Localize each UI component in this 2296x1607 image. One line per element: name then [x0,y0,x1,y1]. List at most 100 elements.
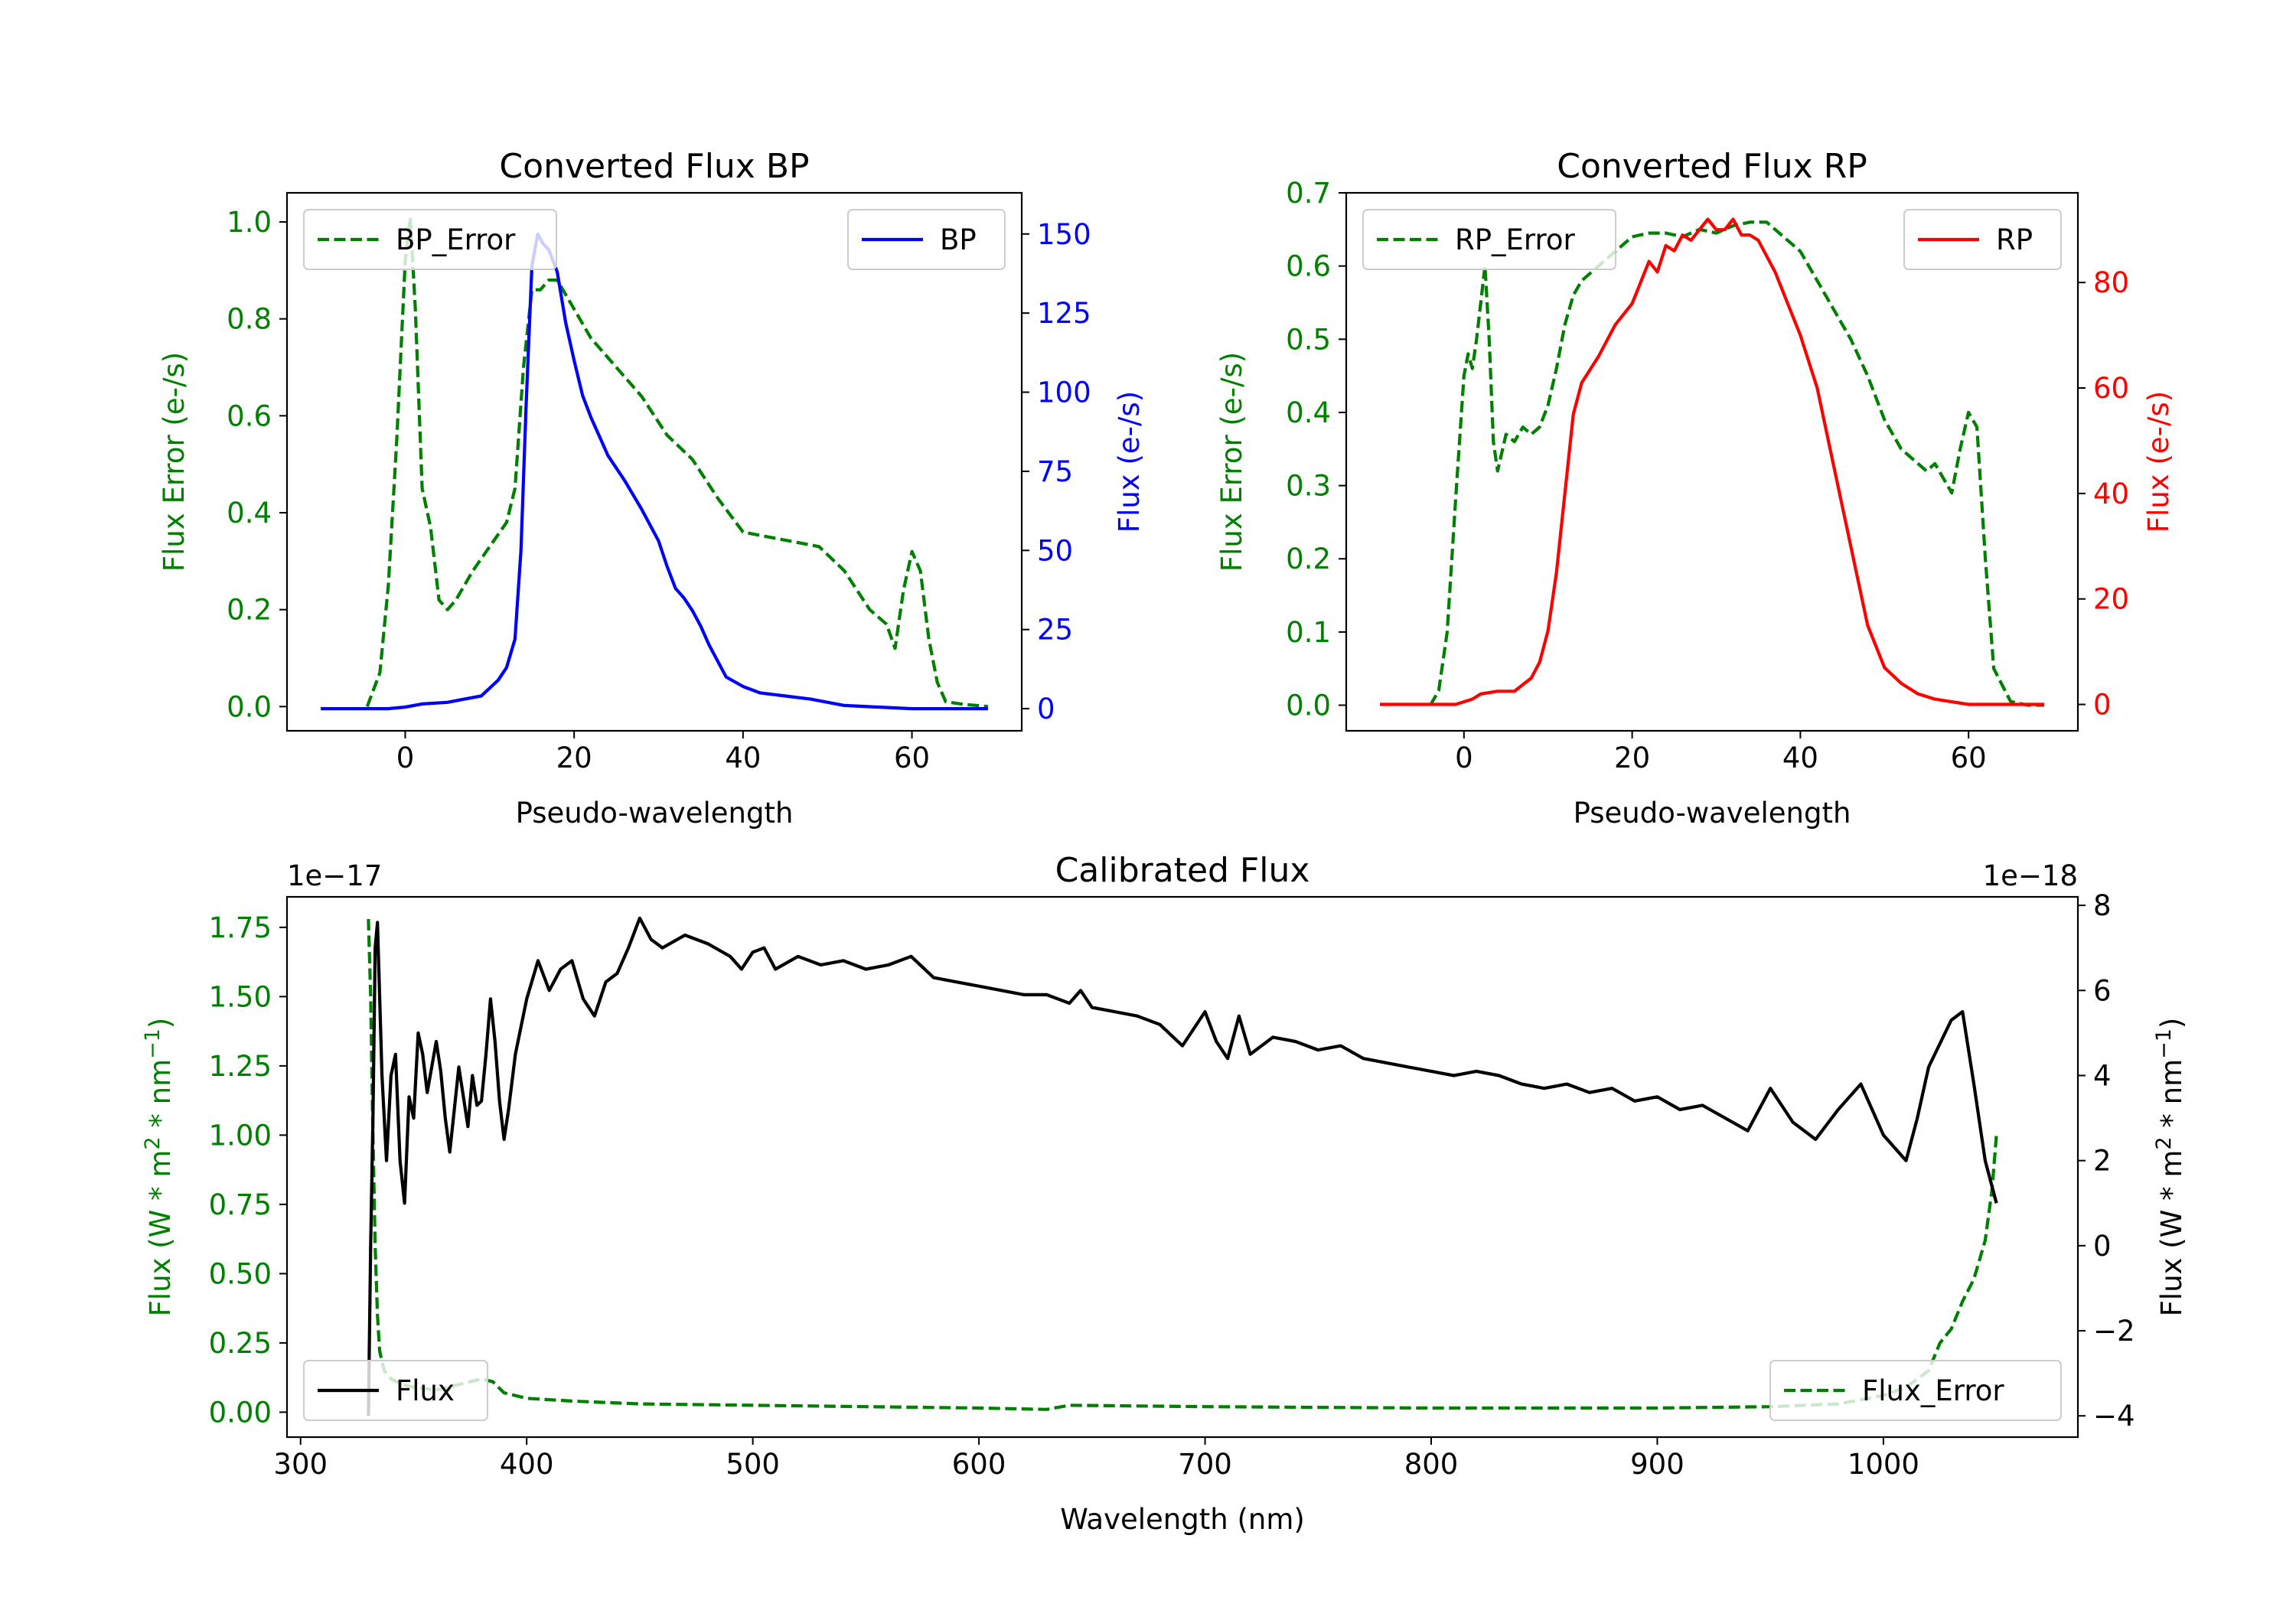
y-left-tick-label: 0.4 [1286,396,1331,429]
x-tick-label: 40 [1782,742,1818,774]
x-tick-label: 300 [273,1448,328,1481]
y-right-tick-label: 40 [2093,478,2129,510]
y-left-tick-label: 1.0 [227,206,272,239]
y-left-tick-label: 1.25 [209,1050,272,1083]
y-left-tick-label: 0.8 [227,303,272,336]
series-line-flux-error [367,918,1998,1411]
x-tick-label: 600 [952,1448,1006,1481]
chart-title: Calibrated Flux [1055,851,1310,890]
y-left-tick-label: 0.6 [227,399,272,432]
chart-title: Converted Flux RP [1557,147,1867,186]
chart-panel-1: 0 20 40 60 0.0 0.2 0.4 0.6 0.8 1.0 0 25 50 75 100 125 15… [158,147,1146,830]
y-right-tick-label: 6 [2093,974,2112,1007]
x-tick-label: 800 [1404,1448,1459,1481]
y-right-axis-label: Flux (e-/s) [2142,391,2175,533]
series-line-rp-error [1429,220,2044,707]
legend-box [303,1360,488,1421]
legend-label: Flux_Error [1862,1374,2004,1407]
y-left-tick-label: 0.25 [209,1327,272,1360]
x-axis-label: Pseudo-wavelength [516,797,794,830]
x-tick-label: 0 [1455,742,1473,774]
x-axis-label: Pseudo-wavelength [1574,797,1851,830]
y-right-tick-label: 150 [1037,218,1091,251]
y-left-axis-label: Flux Error (e-/s) [1215,352,1248,572]
legend-label: RP [1996,223,2033,256]
x-tick-label: 900 [1630,1448,1684,1481]
legend-left: RP_Error [1362,209,1616,270]
y-right-tick-label: −4 [2093,1400,2135,1433]
series-line-bp-error [365,215,989,709]
legend-label: Flux [396,1374,455,1407]
legend-right: RP [1903,209,2062,270]
legend-right: Flux_Error [1769,1360,2062,1421]
y-left-tick-label: 0.1 [1286,616,1331,649]
chart-panel-3: 300 400 500 600 700 800 900 1000 0.00 0.25 0.50 0.7… [141,851,2188,1536]
y-right-tick-label: 0 [2093,689,2112,722]
y-left-tick-label: 0.7 [1286,177,1331,210]
series-line-flux [367,916,1998,1416]
y-left-tick-label: 0.2 [1286,543,1331,575]
y-left-axis-label: Flux Error (e-/s) [158,352,191,572]
x-tick-label: 400 [500,1448,554,1481]
y-left-tick-label: 0.00 [209,1396,272,1429]
x-tick-label: 1000 [1848,1448,1919,1481]
x-tick-label: 20 [556,742,592,774]
y-right-tick-label: −2 [2093,1315,2135,1348]
y-left-offset-label: 1e−17 [287,859,382,892]
y-right-tick-label: 25 [1037,614,1073,647]
y-left-axis-label: Flux (W * m2 * nm−1) [141,1018,177,1317]
y-left-tick-label: 0.3 [1286,470,1331,503]
y-right-tick-label: 50 [1037,534,1073,567]
x-tick-label: 700 [1178,1448,1232,1481]
legend-left: BP_Error [303,209,557,270]
y-right-tick-label: 80 [2093,266,2129,299]
y-right-tick-label: 8 [2093,889,2112,922]
y-left-tick-label: 1.50 [209,980,272,1013]
chart-panel-2: 0 20 40 60 0.0 0.1 0.2 0.3 0.4 0.5 0.6 0.7 0 20 40 60 80… [1215,147,2175,830]
y-right-tick-label: 4 [2093,1059,2112,1092]
y-right-tick-label: 125 [1037,297,1091,330]
y-right-tick-label: 2 [2093,1145,2112,1178]
y-left-tick-label: 0.6 [1286,250,1331,283]
y-left-tick-label: 1.00 [209,1119,272,1152]
x-tick-label: 60 [1951,742,1987,774]
x-axis-label: Wavelength (nm) [1060,1503,1305,1536]
series-line-rp [1380,217,2044,706]
y-right-tick-label: 20 [2093,583,2129,616]
plot-frame [285,191,1023,732]
y-right-tick-label: 75 [1037,455,1073,488]
x-tick-label: 60 [894,742,930,774]
y-left-tick-label: 0.50 [209,1257,272,1290]
x-tick-label: 500 [726,1448,780,1481]
series-line-bp [321,232,988,711]
y-right-axis-label: Flux (W * m2 * nm−1) [2152,1018,2188,1317]
y-right-tick-label: 100 [1037,376,1091,409]
y-left-tick-label: 0.4 [227,497,272,530]
y-right-tick-label: 0 [2093,1230,2112,1263]
legend-right: BP [847,209,1006,270]
plot-frame [1345,191,2079,732]
legend-box [1903,209,2062,270]
y-left-tick-label: 1.75 [209,911,272,944]
y-right-tick-label: 0 [1037,693,1055,725]
plot-frame [285,895,2079,1439]
y-right-offset-label: 1e−18 [1983,859,2078,892]
y-right-axis-label: Flux (e-/s) [1113,391,1146,533]
legend-box [303,209,557,270]
legend-left: Flux [303,1360,488,1421]
legend-label: RP_Error [1455,223,1575,256]
y-left-tick-label: 0.5 [1286,323,1331,356]
y-right-tick-label: 60 [2093,372,2129,405]
legend-label: BP [940,223,977,256]
x-tick-label: 0 [396,742,415,774]
y-left-tick-label: 0.2 [227,594,272,627]
x-tick-label: 20 [1614,742,1650,774]
y-left-tick-label: 0.0 [1286,689,1331,722]
y-left-tick-label: 0.75 [209,1188,272,1221]
y-left-tick-label: 0.0 [227,690,272,723]
x-tick-label: 40 [725,742,761,774]
legend-box [847,209,1006,270]
legend-box [1769,1360,2062,1421]
chart-title: Converted Flux BP [499,147,809,186]
